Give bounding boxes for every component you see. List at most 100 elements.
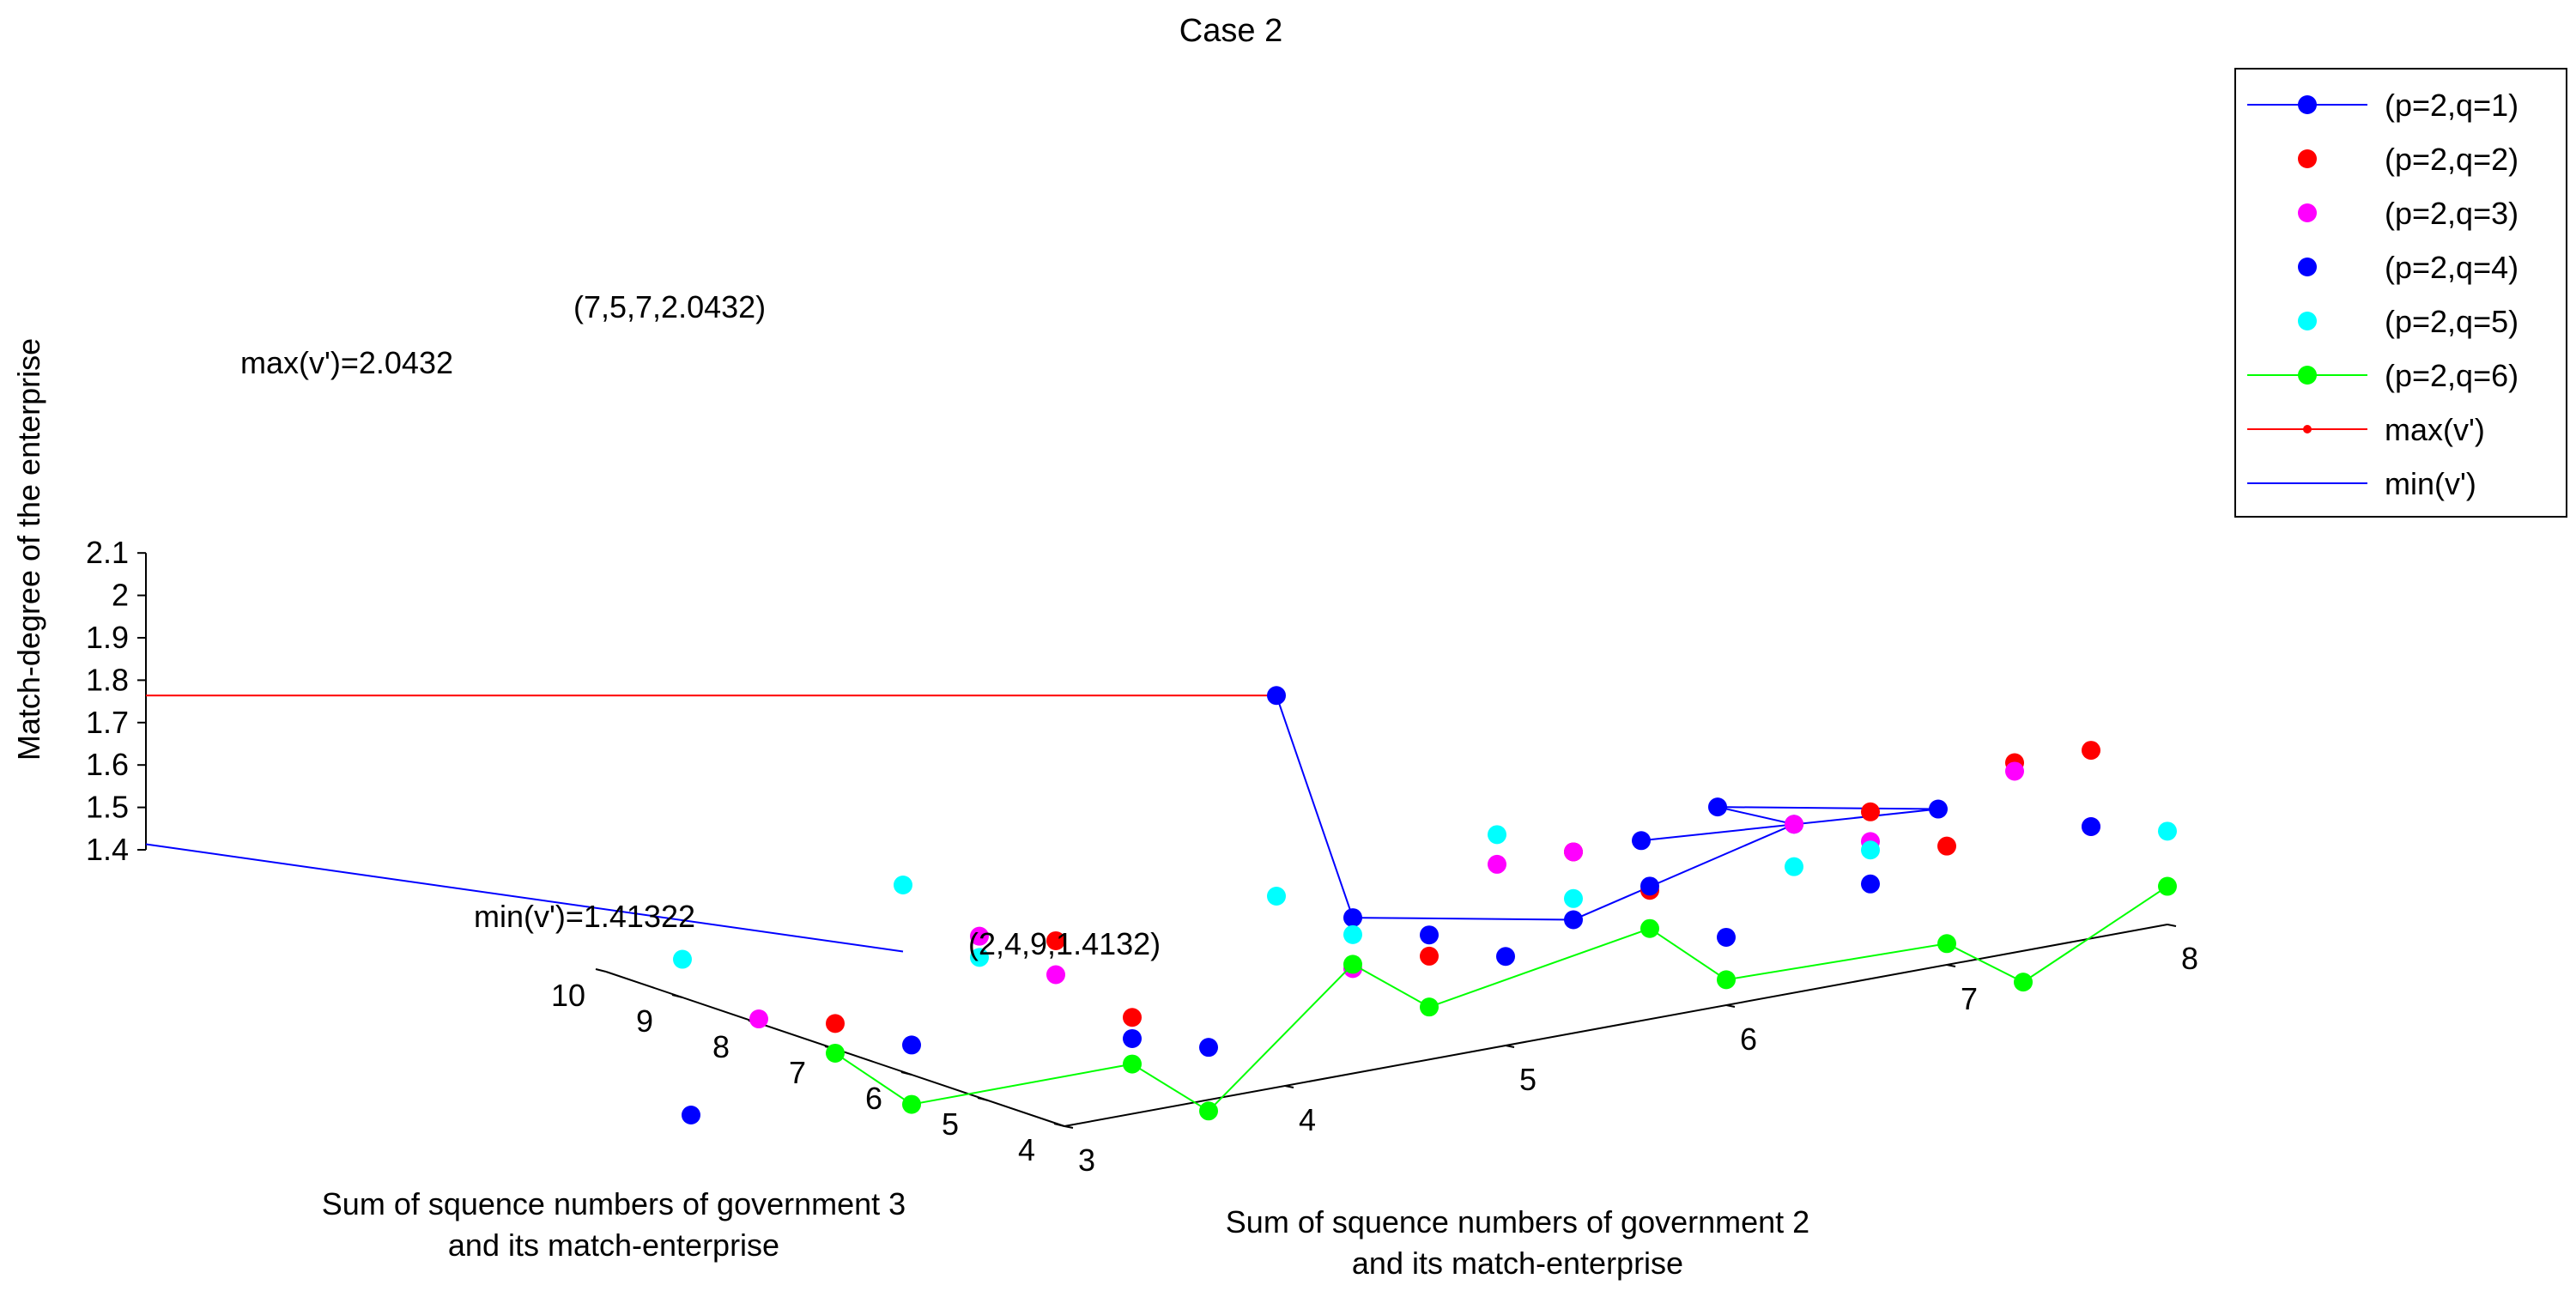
y-tick-label: 6 bbox=[865, 1081, 882, 1116]
max-point-annotation: (7,5,7,2.0432) bbox=[573, 289, 766, 324]
data-point bbox=[1717, 927, 1736, 947]
data-point bbox=[1420, 997, 1439, 1017]
series-2 bbox=[826, 741, 2100, 1033]
data-point bbox=[2158, 876, 2177, 896]
data-point bbox=[970, 926, 989, 946]
y-axis-label-line-1: Sum of squence numbers of government 3 bbox=[322, 1186, 906, 1221]
min-guide-line bbox=[145, 843, 904, 953]
legend-marker bbox=[2298, 149, 2317, 168]
data-point bbox=[1717, 970, 1736, 990]
y-tick-label: 5 bbox=[942, 1106, 959, 1142]
data-point bbox=[2158, 821, 2177, 841]
y-tick bbox=[1053, 1123, 1065, 1127]
x-tick-label: 3 bbox=[1078, 1143, 1095, 1178]
data-point bbox=[1123, 1008, 1142, 1027]
x-axis-label-line-2: and its match-enterprise bbox=[1352, 1246, 1683, 1281]
data-point bbox=[1785, 857, 1803, 876]
max-label: max(v')=2.0432 bbox=[240, 345, 453, 380]
y-tick-label: 9 bbox=[636, 1003, 653, 1039]
z-tick-label: 1.4 bbox=[86, 832, 129, 867]
y-tick-label: 8 bbox=[712, 1029, 730, 1064]
x-tick-label: 8 bbox=[2181, 941, 2198, 976]
x-tick-label: 6 bbox=[1740, 1021, 1757, 1057]
data-point bbox=[1267, 686, 1286, 706]
data-point bbox=[2082, 741, 2100, 761]
data-point bbox=[1420, 925, 1439, 945]
legend-entry: (p=2,q=5) bbox=[2298, 304, 2518, 339]
legend-entry: (p=2,q=2) bbox=[2298, 142, 2518, 177]
y-tick bbox=[671, 994, 683, 998]
z-axis-label: Match-degree of the enterprise bbox=[11, 338, 46, 761]
series-line bbox=[1276, 694, 1939, 921]
y-tick-label: 10 bbox=[551, 978, 585, 1013]
data-point bbox=[1564, 910, 1583, 930]
data-point bbox=[2005, 761, 2024, 781]
legend-marker bbox=[2298, 366, 2317, 385]
plot-area bbox=[673, 686, 2177, 1124]
z-tick-label: 1.5 bbox=[86, 790, 129, 825]
legend-entry: (p=2,q=4) bbox=[2298, 250, 2518, 285]
legend-box bbox=[2234, 68, 2567, 518]
data-point bbox=[1785, 815, 1803, 834]
data-point bbox=[1046, 965, 1065, 985]
y-tick bbox=[977, 1097, 989, 1101]
legend-entry: (p=2,q=3) bbox=[2298, 196, 2518, 231]
data-point bbox=[1640, 918, 1659, 938]
z-tick-label: 2.1 bbox=[86, 535, 129, 570]
data-point bbox=[902, 1035, 921, 1055]
data-point bbox=[749, 1009, 768, 1029]
data-point bbox=[826, 1014, 845, 1033]
legend-marker bbox=[2298, 258, 2317, 276]
chart-title: Case 2 bbox=[1179, 13, 1282, 49]
legend-entry: max(v') bbox=[2247, 412, 2485, 447]
y-tick bbox=[900, 1071, 912, 1076]
legend-entry: (p=2,q=1) bbox=[2247, 88, 2518, 123]
x-tick bbox=[2167, 924, 2177, 927]
x-tick bbox=[1725, 1004, 1736, 1008]
y-tick-label: 4 bbox=[1018, 1132, 1035, 1167]
data-point bbox=[1123, 1054, 1142, 1074]
series-5 bbox=[673, 821, 2177, 969]
z-tick-label: 1.6 bbox=[86, 747, 129, 782]
series-1 bbox=[1267, 686, 1948, 930]
x-tick bbox=[1505, 1045, 1515, 1048]
data-point bbox=[1046, 930, 1065, 950]
legend-label: (p=2,q=1) bbox=[2385, 88, 2518, 123]
series-3 bbox=[749, 761, 2100, 1029]
legend-marker bbox=[2303, 425, 2312, 433]
data-point bbox=[1343, 955, 1362, 974]
data-point bbox=[1640, 876, 1659, 896]
legend-label: (p=2,q=2) bbox=[2385, 142, 2518, 177]
data-point bbox=[970, 948, 989, 967]
x-tick-label: 7 bbox=[1961, 981, 1978, 1016]
y-tick bbox=[595, 968, 607, 973]
y-tick-label: 7 bbox=[789, 1055, 806, 1090]
data-point bbox=[1267, 887, 1286, 906]
data-point bbox=[1488, 854, 1506, 874]
data-point bbox=[1343, 908, 1362, 928]
legend-entry: min(v') bbox=[2247, 466, 2476, 501]
data-point bbox=[2014, 973, 2033, 992]
data-point bbox=[1199, 1101, 1218, 1121]
legend-marker bbox=[2298, 203, 2317, 222]
data-point bbox=[1708, 797, 1727, 817]
data-point bbox=[1199, 1038, 1218, 1058]
data-point bbox=[1343, 924, 1362, 944]
x-tick bbox=[1946, 964, 1956, 967]
data-point bbox=[682, 1106, 700, 1124]
data-point bbox=[1564, 888, 1583, 908]
legend-label: (p=2,q=5) bbox=[2385, 304, 2518, 339]
data-point bbox=[1861, 840, 1880, 860]
data-point bbox=[894, 876, 912, 895]
x-tick-label: 4 bbox=[1299, 1102, 1316, 1137]
legend-label: (p=2,q=3) bbox=[2385, 196, 2518, 231]
extreme-markers bbox=[145, 694, 1276, 953]
legend: (p=2,q=1) (p=2,q=2) (p=2,q=3) (p=2,q=4) (p=2… bbox=[2234, 68, 2567, 518]
x-tick bbox=[1284, 1085, 1294, 1088]
data-point bbox=[1861, 874, 1880, 894]
data-point bbox=[1488, 825, 1506, 845]
min-point-annotation: (2,4,9,1.4132) bbox=[968, 926, 1161, 961]
series-6 bbox=[826, 876, 2177, 1121]
chart-axes: 3 4 5 6 7 8 4 5 6 7 8 9 10 1.4 1.5 1.6 1.7 1.8 1.9 2 2.1 bbox=[86, 535, 2198, 1178]
